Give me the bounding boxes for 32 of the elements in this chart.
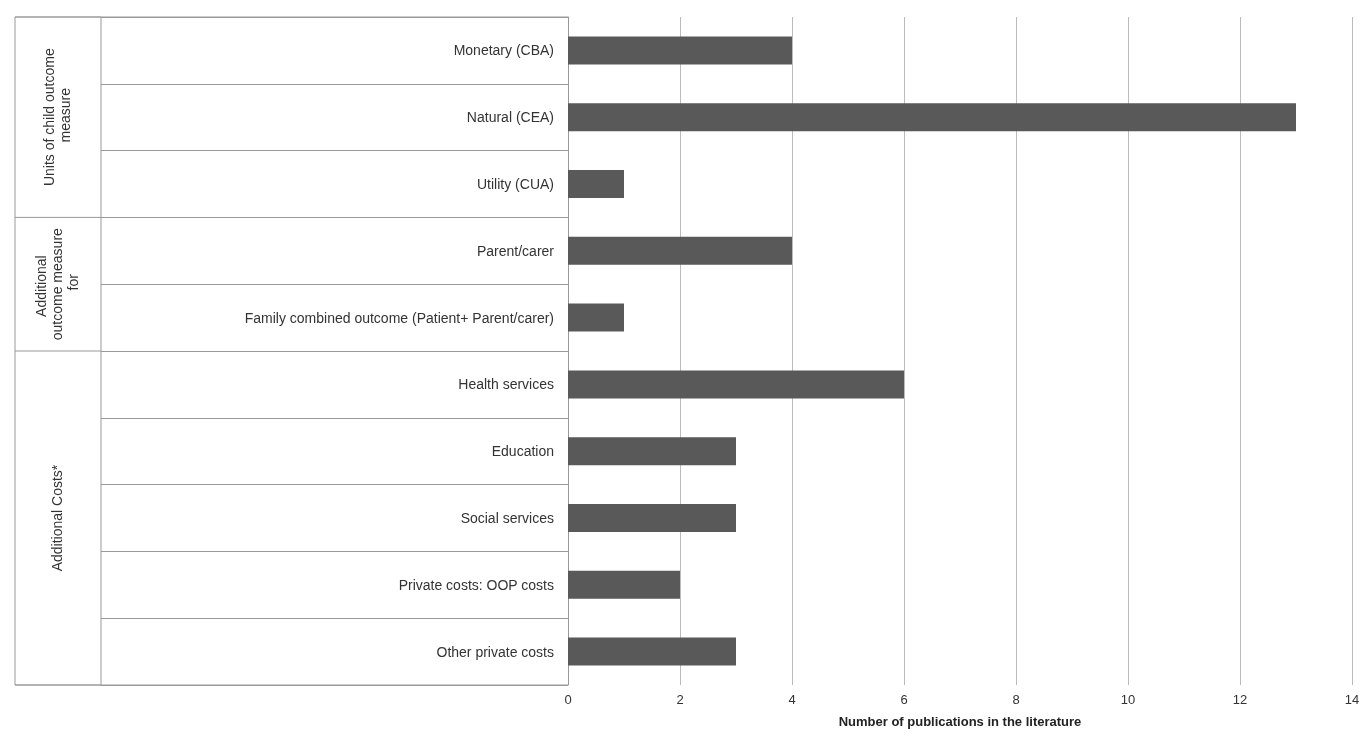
x-tick-label: 10 <box>1120 692 1136 707</box>
x-tick-label: 2 <box>676 692 684 707</box>
bar <box>568 236 792 265</box>
bar <box>568 170 624 198</box>
y-tick-label: Natural (CEA) <box>466 109 554 126</box>
y-tick-label: Family combined outcome (Patient+ Parent/carer) <box>244 309 554 326</box>
text: Units of child outcome measure <box>41 48 73 187</box>
y-tick-label: Private costs: OOP costs <box>398 576 554 593</box>
bar <box>568 637 736 666</box>
y-tick-label: Monetary (CBA) <box>453 42 554 59</box>
bar <box>568 370 904 399</box>
y-tick-label: Health services <box>458 376 554 393</box>
x-tick-label: 12 <box>1232 692 1248 707</box>
x-axis-title: Number of publications in the literature <box>838 714 1082 729</box>
text: Additional outcome measure for <box>33 227 81 341</box>
x-tick-label: 0 <box>564 692 572 707</box>
y-tick-label: Other private costs <box>436 643 554 660</box>
bar <box>568 103 1296 132</box>
y-tick-label: Education <box>491 443 554 460</box>
y-tick-label: Parent/carer <box>476 242 555 259</box>
text: Additional Costs* <box>49 464 65 572</box>
bar <box>568 36 792 65</box>
bar <box>568 570 680 599</box>
x-tick-label: 6 <box>900 692 908 707</box>
x-tick-label: 4 <box>788 692 796 707</box>
x-tick-label: 8 <box>1012 692 1020 707</box>
bar <box>568 303 624 332</box>
bar <box>568 437 736 466</box>
x-tick-label: 14 <box>1344 692 1360 707</box>
y-tick-label: Utility (CUA) <box>477 176 554 192</box>
bar <box>568 504 736 532</box>
y-tick-label: Social services <box>460 510 554 526</box>
